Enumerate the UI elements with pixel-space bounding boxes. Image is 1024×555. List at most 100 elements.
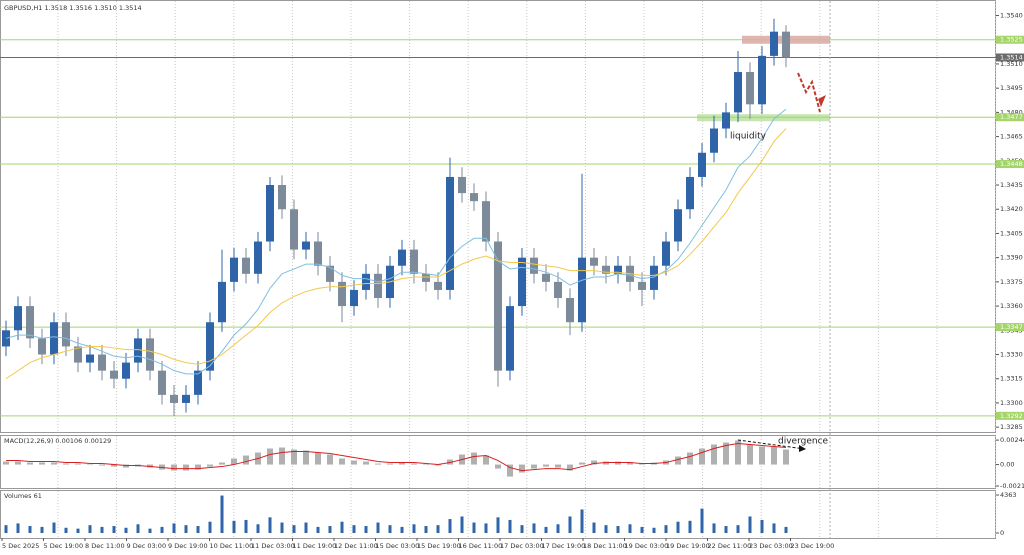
macd-bar <box>207 464 213 467</box>
macd-bar <box>591 460 597 465</box>
level-label: 1.3292 <box>1000 412 1023 420</box>
macd-bar <box>507 464 513 477</box>
macd-bar <box>411 463 417 465</box>
level-label: 1.3514 <box>1000 53 1023 61</box>
volume-bar <box>232 520 236 533</box>
macd-bar <box>471 452 477 465</box>
volume-bar <box>784 526 788 533</box>
macd-bar <box>267 448 273 465</box>
divergence-arrowhead <box>799 445 806 452</box>
volume-bar <box>652 527 656 533</box>
macd-bar <box>3 461 9 465</box>
x-tick-label: 23 Dec 19:00 <box>791 542 835 550</box>
candle-body <box>566 298 574 323</box>
macd-bar <box>39 462 45 465</box>
volume-bar <box>88 525 92 533</box>
volume-bar <box>760 519 764 533</box>
macd-bar <box>639 463 645 465</box>
y-tick-label: 1.3435 <box>1000 181 1023 189</box>
volume-bar <box>424 526 428 533</box>
volume-bar <box>136 524 140 533</box>
volume-bar <box>388 525 392 533</box>
macd-bar <box>291 449 297 465</box>
macd-bar <box>399 462 405 465</box>
x-tick-label: 9 Dec 19:00 <box>168 542 208 550</box>
candle-body <box>578 257 586 323</box>
volume-bar <box>52 522 56 533</box>
macd-bar <box>183 464 189 471</box>
candle-body <box>650 265 658 290</box>
candle-body <box>170 394 178 403</box>
y-tick-label: 0.00244 <box>1000 436 1024 444</box>
volume-bar <box>712 523 716 533</box>
candle-body <box>662 241 670 266</box>
volume-bar <box>484 523 488 533</box>
volume-bar <box>736 525 740 533</box>
macd-bar <box>231 458 237 465</box>
candle-body <box>38 338 46 355</box>
volume-bar <box>556 524 560 533</box>
volume-bar <box>604 525 608 533</box>
moving-average <box>5 128 787 380</box>
macd-bar <box>555 464 561 468</box>
macd-bar <box>519 464 525 473</box>
projection-arrow <box>797 72 821 113</box>
macd-bar <box>747 444 753 465</box>
x-tick-label: 11 Dec 19:00 <box>293 542 337 550</box>
macd-bar <box>711 444 717 465</box>
volume-title: Volumes 61 <box>4 492 42 500</box>
y-tick-label: 1.3300 <box>1000 399 1023 407</box>
macd-bar <box>543 464 549 467</box>
volume-bar <box>64 527 68 533</box>
volume-bar <box>568 516 572 533</box>
candle-body <box>146 338 154 371</box>
volume-bar <box>352 525 356 533</box>
y-tick-label: 1.3405 <box>1000 229 1023 237</box>
annotation: liquidity <box>730 132 767 142</box>
candle-body <box>326 265 334 282</box>
candle-body <box>50 322 58 355</box>
macd-bar <box>675 456 681 465</box>
candle-body <box>134 338 142 363</box>
candle-body <box>182 394 190 403</box>
candle-body <box>338 281 346 307</box>
volume-bar <box>40 526 44 533</box>
divergence-arrow <box>737 439 806 450</box>
level-label-box <box>996 323 1024 332</box>
candle-body <box>530 257 538 274</box>
volume-bar <box>436 525 440 533</box>
volume-bar <box>412 524 416 533</box>
y-tick-label: 1.3330 <box>1000 351 1023 359</box>
macd-bar <box>735 440 741 465</box>
candle-body <box>14 306 22 331</box>
macd-bar <box>279 447 285 465</box>
volume-bar <box>304 522 308 533</box>
macd-bar <box>627 462 633 465</box>
volume-bar <box>628 524 632 533</box>
level-label: 1.3525 <box>1000 36 1023 44</box>
x-tick-label: 10 Dec 11:00 <box>210 542 254 550</box>
volume-bar <box>316 526 320 533</box>
y-tick-label: 1.3495 <box>1000 84 1023 92</box>
y-tick-label: 1.3375 <box>1000 278 1023 286</box>
macd-bar <box>339 458 345 465</box>
macd-bar <box>423 464 429 466</box>
candle-body <box>290 209 298 250</box>
volume-bar <box>196 526 200 533</box>
macd-bar <box>87 464 93 466</box>
candle-body <box>62 322 70 347</box>
x-tick-label: 5 Dec 2025 <box>2 542 39 550</box>
volume-bar <box>268 517 272 533</box>
candle-body <box>218 281 226 323</box>
candle-body <box>86 354 94 363</box>
macd-bar <box>123 464 129 468</box>
volume-bar <box>508 519 512 533</box>
macd-bar <box>699 448 705 465</box>
volume-bar <box>328 526 332 533</box>
candle-body <box>758 55 766 105</box>
candle-body <box>194 370 202 395</box>
candle-body <box>734 72 742 113</box>
macd-bar <box>171 464 177 471</box>
x-tick-label: 16 Dec 11:00 <box>459 542 503 550</box>
